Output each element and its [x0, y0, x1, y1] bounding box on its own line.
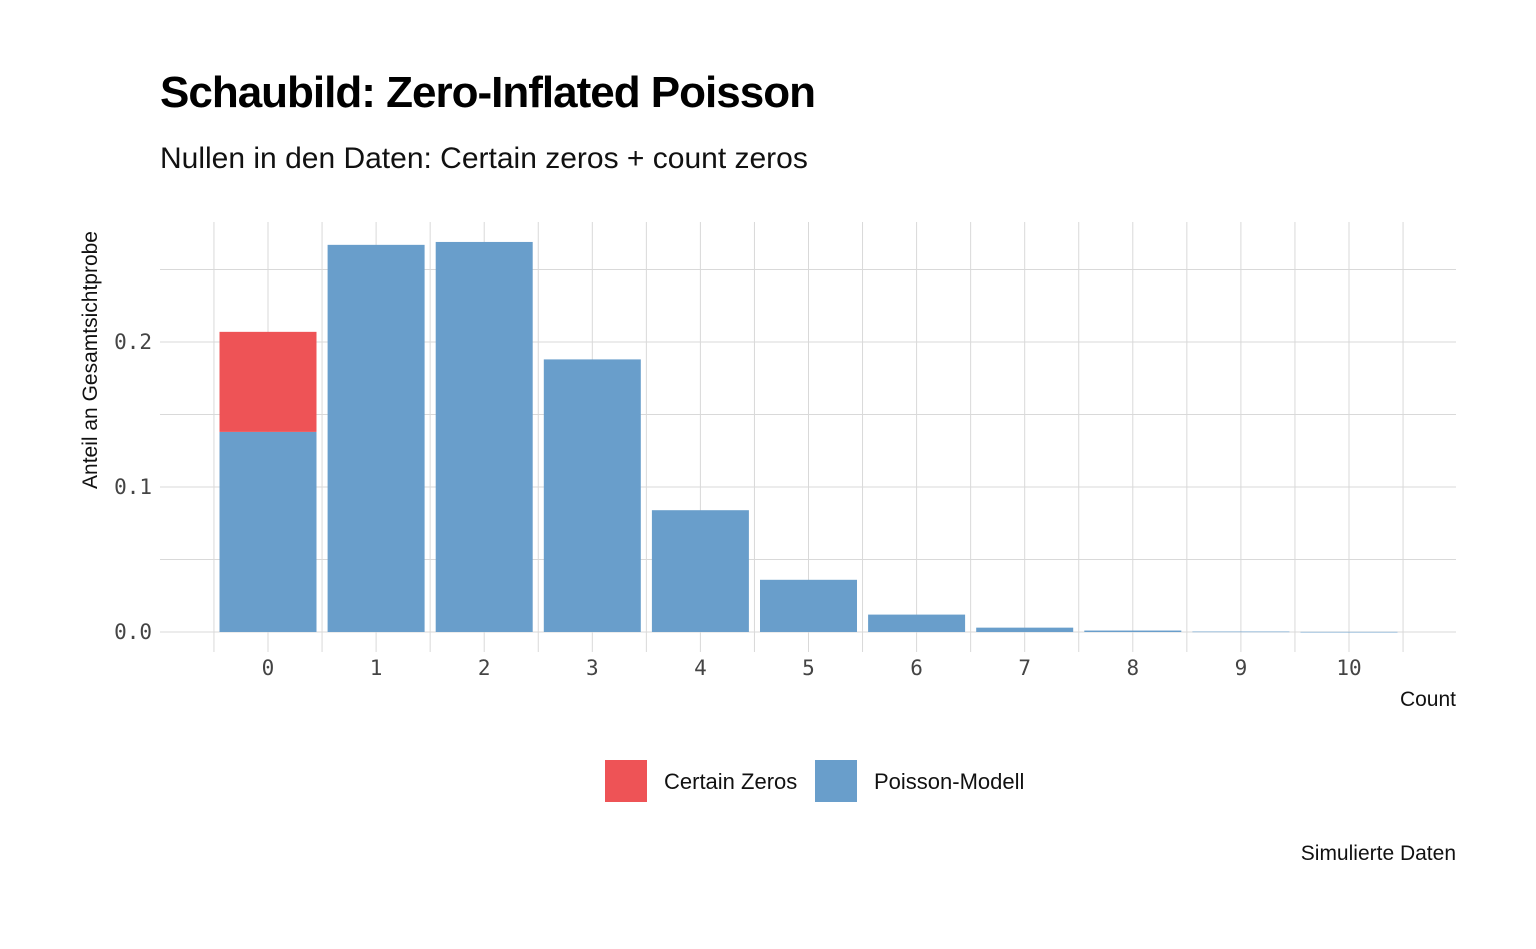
y-tick-label: 0.1 [114, 475, 152, 499]
x-tick-label: 10 [1336, 656, 1361, 680]
bar-poisson-modell-5 [760, 579, 857, 632]
bar-certain-zeros-0 [219, 331, 317, 432]
tick-labels: 0 1 2 3 4 5 6 7 8 9 10 0.0 0.1 0.2 [114, 330, 1362, 680]
x-tick-label: 0 [262, 656, 275, 680]
y-tick-label: 0.2 [114, 330, 152, 354]
bar-poisson-modell-8 [1084, 630, 1182, 632]
bar-poisson-modell-3 [543, 359, 641, 632]
x-tick-label: 3 [586, 656, 599, 680]
y-tick-label: 0.0 [114, 620, 152, 644]
bar-poisson-modell-10 [1300, 631, 1398, 633]
chart-caption: Simulierte Daten [1300, 842, 1456, 865]
legend-label-poisson-modell: Poisson-Modell [874, 769, 1024, 794]
bar-poisson-modell-7 [976, 627, 1074, 632]
bar-poisson-modell-0 [219, 431, 317, 632]
bar-poisson-modell-4 [651, 510, 749, 632]
bar-poisson-modell-2 [435, 241, 533, 632]
x-tick-label: 6 [910, 656, 923, 680]
chart-title: Schaubild: Zero-Inflated Poisson [160, 68, 816, 117]
x-tick-label: 7 [1018, 656, 1031, 680]
legend-swatch-certain-zeros [605, 760, 647, 802]
x-tick-label: 8 [1126, 656, 1139, 680]
x-tick-label: 1 [370, 656, 383, 680]
x-tick-label: 4 [694, 656, 707, 680]
x-axis-title: Count [1400, 688, 1456, 711]
legend-label-certain-zeros: Certain Zeros [664, 769, 797, 794]
legend-swatch-poisson-modell [815, 760, 857, 802]
x-tick-label: 2 [478, 656, 491, 680]
bar-poisson-modell-9 [1192, 631, 1290, 633]
x-tick-label: 5 [802, 656, 815, 680]
x-tick-label: 9 [1235, 656, 1248, 680]
bar-poisson-modell-1 [327, 244, 425, 632]
bars [219, 241, 1398, 633]
bar-poisson-modell-6 [868, 614, 966, 632]
chart-subtitle: Nullen in den Daten: Certain zeros + cou… [160, 142, 808, 175]
legend: Certain Zeros Poisson-Modell [605, 760, 1024, 802]
y-axis-title: Anteil an Gesamtsichtprobe [79, 231, 102, 489]
